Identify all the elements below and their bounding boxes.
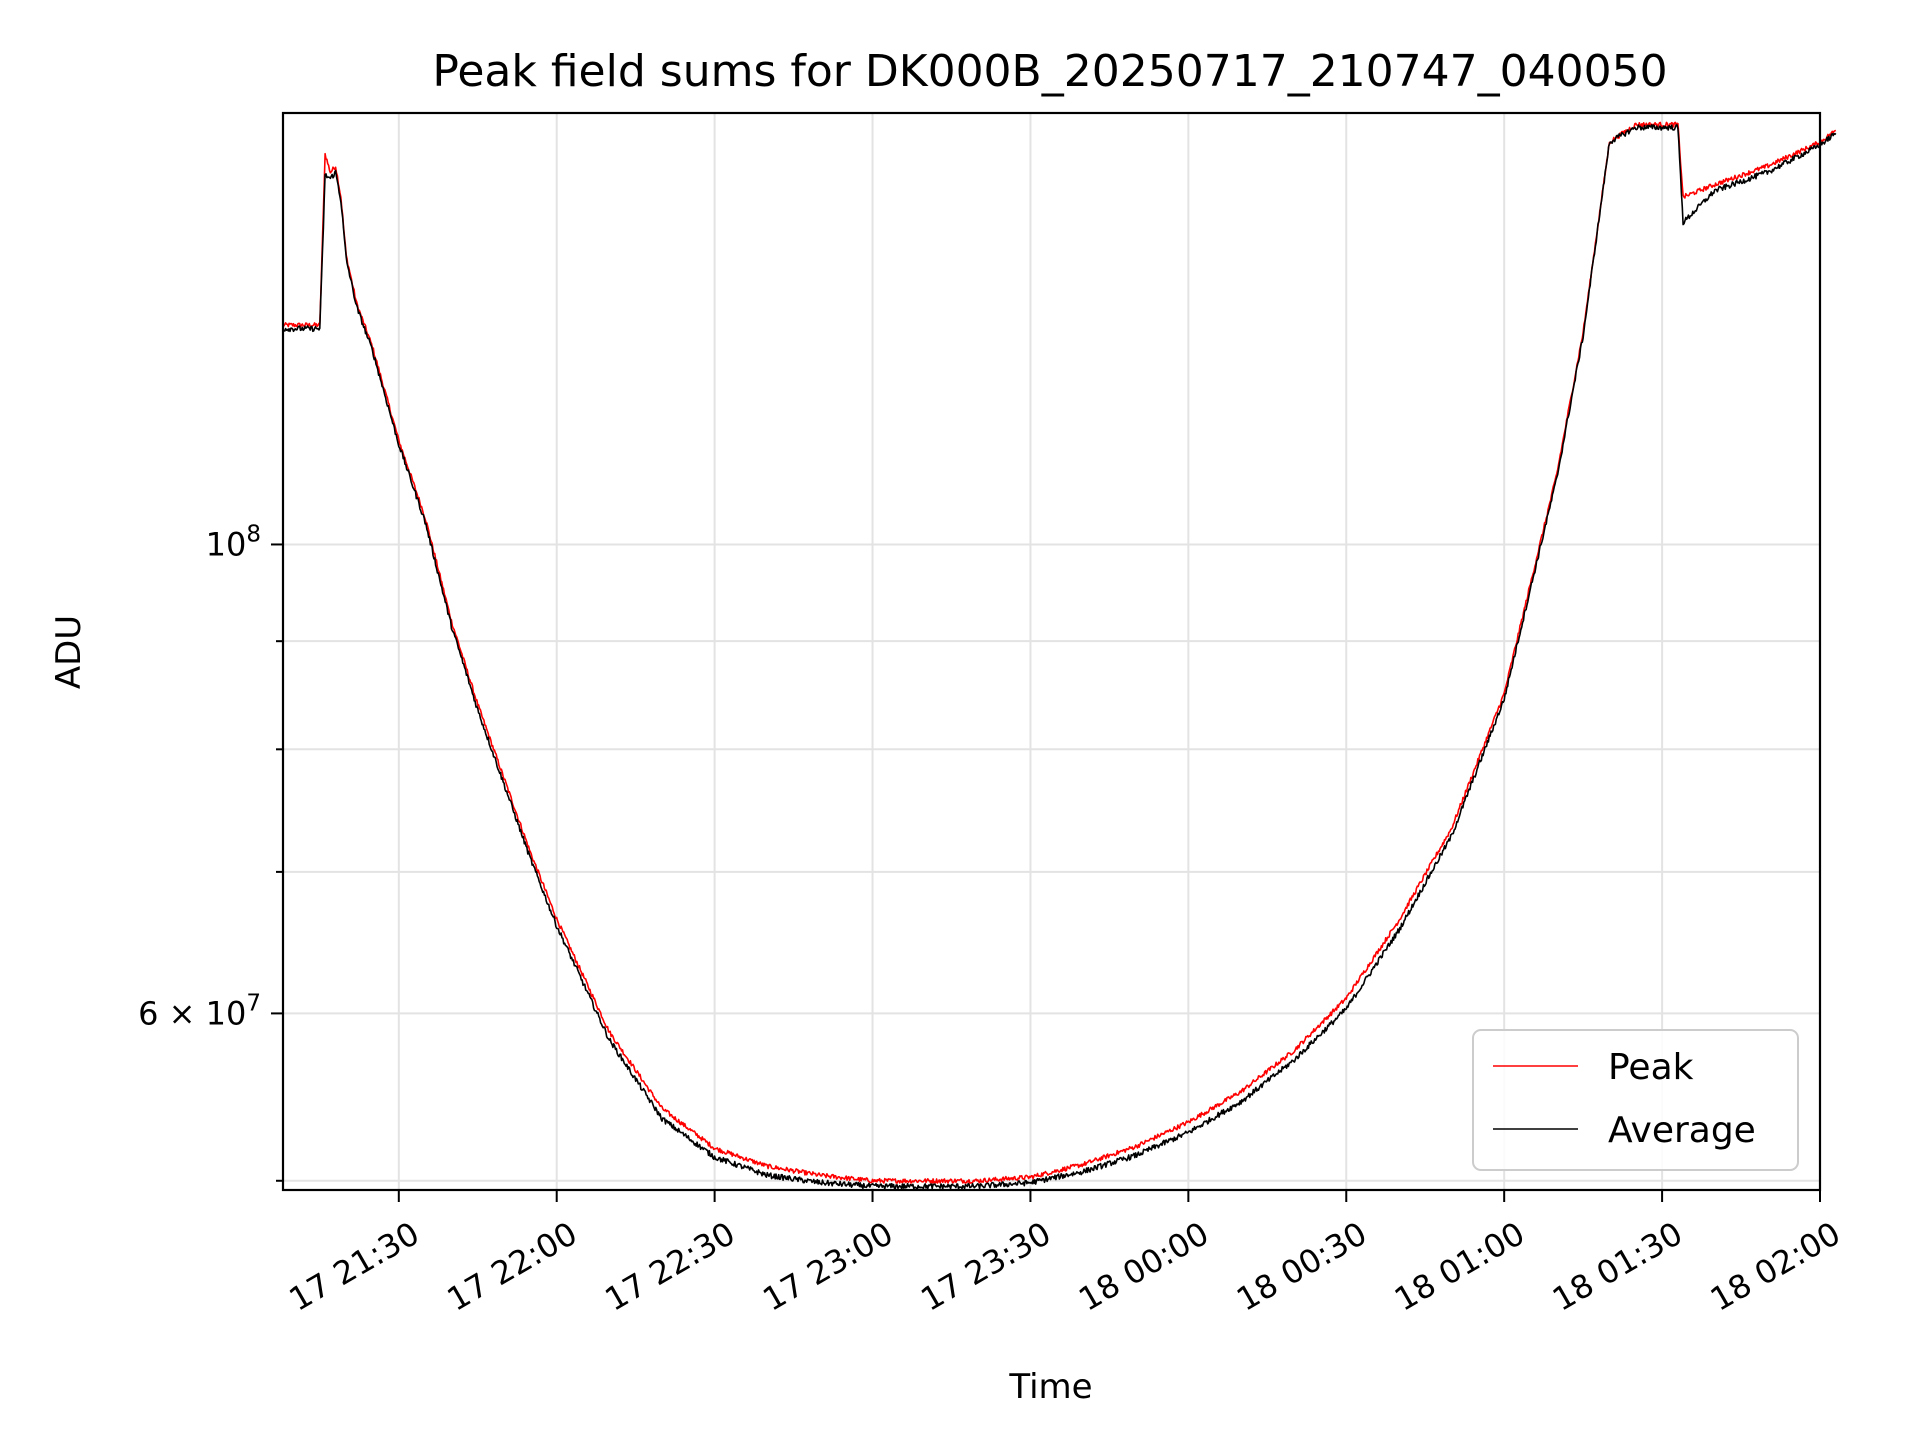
legend-label-peak: Peak: [1608, 1047, 1694, 1088]
plot-frame: [281, 111, 1822, 1192]
y-tick-label: 6 × 107: [138, 990, 261, 1032]
legend-label-average: Average: [1608, 1110, 1756, 1151]
y-axis-label: ADU: [49, 615, 89, 689]
chart-title: Peak field sums for DK000B_20250717_2107…: [432, 46, 1667, 97]
grid-lines: [283, 113, 1821, 1190]
series-line-average: [282, 124, 1837, 1190]
y-tick-label: 108: [206, 521, 261, 563]
legend: Peak Average: [1472, 1029, 1799, 1171]
series-lines: [282, 121, 1837, 1190]
x-axis-label: Time: [1008, 1367, 1092, 1407]
legend-box: [1472, 1029, 1799, 1171]
